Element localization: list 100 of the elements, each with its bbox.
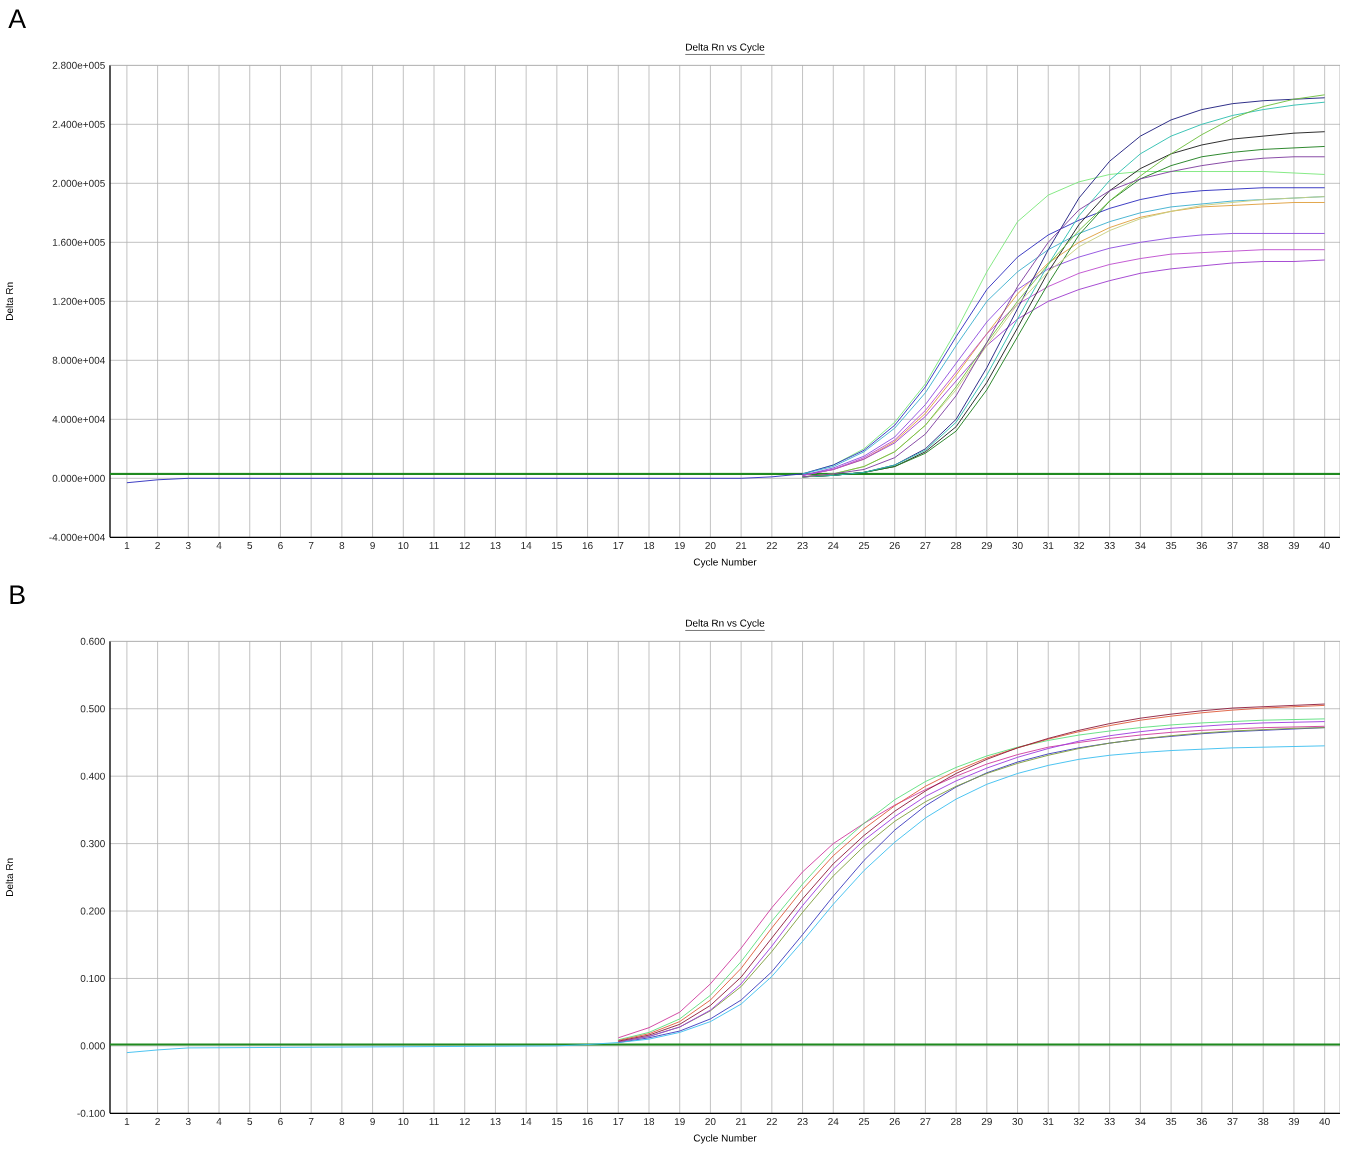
y-tick-label: 0.400	[80, 772, 105, 780]
x-tick-label: 9	[370, 1118, 375, 1126]
x-tick-label: 37	[1227, 1118, 1238, 1126]
x-axis-title: Cycle Number	[693, 1134, 757, 1144]
y-axis-title: Delta Rn	[5, 858, 14, 896]
x-tick-label: 30	[1012, 1118, 1023, 1126]
x-tick-label: 6	[278, 542, 283, 550]
chart-title: Delta Rn vs Cycle	[686, 619, 765, 629]
x-tick-label: 2	[155, 1118, 160, 1126]
y-tick-label: -4.000e+004	[49, 533, 105, 541]
x-tick-label: 19	[674, 542, 685, 550]
x-tick-label: 20	[705, 1118, 716, 1126]
y-tick-label: 2.000e+005	[52, 179, 105, 187]
x-tick-label: 32	[1073, 542, 1085, 550]
x-tick-label: 31	[1043, 1118, 1054, 1126]
x-tick-label: 16	[582, 1118, 593, 1126]
x-tick-label: 7	[308, 542, 314, 549]
x-tick-label: 11	[429, 542, 439, 549]
x-tick-label: 7	[308, 1118, 314, 1125]
x-tick-label: 9	[370, 542, 375, 550]
x-tick-label: 12	[459, 1118, 470, 1126]
x-tick-label: 40	[1319, 542, 1330, 550]
x-tick-label: 30	[1012, 542, 1023, 550]
x-tick-label: 21	[736, 1118, 747, 1126]
x-tick-label: 16	[582, 542, 593, 550]
x-tick-label: 18	[644, 542, 655, 550]
chart-title: Delta Rn vs Cycle	[686, 43, 765, 53]
x-tick-label: 15	[552, 542, 562, 550]
x-tick-label: 35	[1165, 542, 1177, 550]
x-tick-label: 14	[521, 1118, 532, 1125]
x-tick-label: 37	[1227, 542, 1238, 550]
x-tick-label: 5	[247, 542, 253, 550]
x-tick-label: 31	[1043, 542, 1054, 550]
x-tick-label: 38	[1258, 1118, 1269, 1126]
x-tick-label: 36	[1196, 542, 1207, 550]
y-tick-label: 0.300	[80, 840, 105, 848]
y-tick-label: 0.200	[80, 907, 105, 915]
x-tick-label: 1	[124, 1118, 130, 1125]
x-tick-label: 21	[736, 542, 747, 550]
x-tick-label: 23	[797, 1118, 808, 1126]
x-tick-label: 39	[1288, 542, 1300, 550]
x-tick-label: 10	[398, 1118, 409, 1126]
y-tick-label: 0.000	[80, 1042, 105, 1050]
x-tick-label: 29	[981, 542, 992, 550]
x-tick-label: 24	[828, 542, 839, 550]
x-tick-label: 5	[247, 1118, 253, 1126]
y-tick-label: 0.600	[80, 637, 105, 645]
x-tick-label: 26	[889, 1118, 900, 1126]
x-tick-label: 1	[124, 542, 130, 549]
x-tick-label: 15	[552, 1118, 562, 1126]
x-tick-label: 25	[858, 1118, 870, 1126]
x-tick-label: 4	[216, 1118, 222, 1125]
x-tick-label: 17	[613, 542, 624, 549]
x-tick-label: 36	[1196, 1118, 1207, 1126]
x-tick-label: 10	[398, 542, 409, 550]
x-tick-label: 38	[1258, 542, 1269, 550]
x-tick-label: 33	[1104, 1118, 1115, 1126]
x-tick-label: 18	[644, 1118, 655, 1126]
x-tick-label: 8	[339, 542, 345, 550]
text: A	[8, 9, 27, 28]
x-tick-label: 14	[521, 542, 532, 549]
y-tick-label: 0.500	[80, 705, 105, 713]
x-tick-label: 34	[1135, 542, 1146, 550]
text: B	[10, 585, 25, 604]
x-tick-label: 39	[1288, 1118, 1300, 1126]
x-axis-title: Cycle Number	[693, 558, 757, 568]
y-tick-label: 2.400e+005	[52, 120, 105, 128]
y-tick-label: 8.000e+004	[52, 356, 105, 364]
y-axis-title: Delta Rn	[5, 282, 14, 320]
y-tick-label: 2.800e+005	[52, 61, 105, 69]
x-tick-label: 22	[766, 1118, 777, 1126]
y-tick-label: 4.000e+004	[52, 415, 105, 423]
x-tick-label: 3	[185, 1118, 191, 1126]
x-tick-label: 28	[951, 542, 962, 550]
x-tick-label: 27	[920, 542, 931, 550]
x-tick-label: 8	[339, 1118, 345, 1126]
x-tick-label: 13	[490, 1118, 501, 1126]
x-tick-label: 4	[216, 542, 222, 549]
x-tick-label: 25	[858, 542, 870, 550]
x-tick-label: 27	[920, 1118, 931, 1126]
x-tick-label: 2	[155, 542, 160, 550]
x-tick-label: 11	[429, 1118, 439, 1125]
x-tick-label: 34	[1135, 1118, 1146, 1126]
y-tick-label: 0.100	[80, 974, 105, 983]
x-tick-label: 12	[459, 542, 470, 550]
x-tick-label: 23	[797, 542, 808, 550]
x-tick-label: 26	[889, 542, 900, 550]
x-tick-label: 13	[490, 542, 501, 550]
x-tick-label: 20	[705, 542, 716, 550]
x-tick-label: 35	[1165, 1118, 1177, 1126]
x-tick-label: 40	[1319, 1118, 1330, 1126]
x-tick-label: 24	[828, 1118, 839, 1126]
y-tick-label: 0.000e+000	[52, 474, 105, 482]
y-tick-label: 1.200e+005	[52, 297, 105, 305]
x-tick-label: 17	[613, 1118, 624, 1125]
x-tick-label: 32	[1073, 1118, 1085, 1126]
y-tick-label: 1.600e+005	[52, 238, 105, 246]
x-tick-label: 3	[185, 542, 191, 550]
x-tick-label: 19	[674, 1118, 685, 1126]
x-tick-label: 22	[766, 542, 777, 550]
